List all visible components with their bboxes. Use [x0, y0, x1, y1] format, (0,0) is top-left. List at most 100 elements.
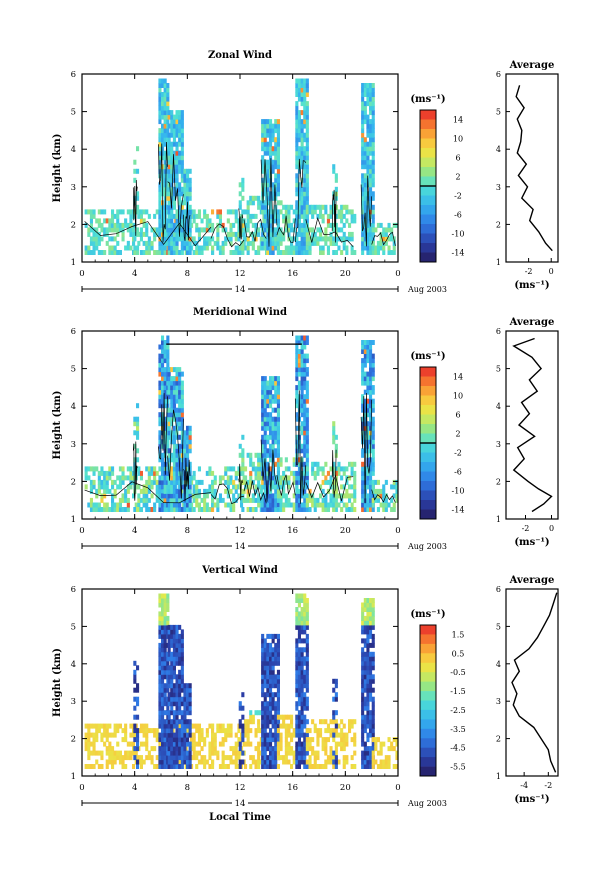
heatmap-cell — [158, 96, 162, 102]
heatmap-cell — [111, 732, 115, 738]
heatmap-cell — [305, 168, 309, 174]
heatmap-cell — [366, 755, 370, 761]
heatmap-cell — [279, 231, 283, 237]
heatmap-cell — [100, 723, 104, 729]
heatmap-cell — [180, 371, 184, 377]
heatmap-cell — [158, 204, 162, 210]
heatmap-cell — [271, 683, 275, 689]
heatmap-cell — [175, 732, 179, 738]
heatmap-cell — [321, 236, 325, 242]
heatmap-cell — [303, 434, 307, 440]
heatmap-cell — [263, 146, 267, 152]
heatmap-cell — [158, 615, 162, 621]
heatmap-cell — [363, 407, 367, 413]
heatmap-cell — [269, 488, 273, 494]
heatmap-cell — [369, 87, 373, 93]
heatmap-cell — [303, 110, 307, 116]
heatmap-cell — [208, 484, 212, 490]
heatmap-cell — [183, 683, 187, 689]
heatmap-cell — [303, 105, 307, 111]
heatmap-cell — [211, 245, 215, 251]
heatmap-cell — [361, 687, 365, 693]
heatmap-cell — [126, 227, 130, 233]
heatmap-cell — [178, 150, 182, 156]
heatmap-cell — [363, 719, 367, 725]
heatmap-cell — [121, 507, 125, 512]
heatmap-cell — [345, 759, 349, 765]
heatmap-cell — [300, 119, 304, 125]
heatmap-cell — [158, 439, 162, 445]
heatmap-cell — [241, 470, 245, 476]
colorbar-segment — [420, 176, 436, 187]
heatmap-cell — [324, 227, 328, 233]
heatmap-cell — [371, 452, 375, 458]
avg-x-label: (ms⁻¹) — [514, 280, 549, 291]
heatmap-cell — [324, 475, 328, 481]
heatmap-cell — [305, 137, 309, 143]
heatmap-cell — [84, 764, 88, 769]
heatmap-cell — [300, 245, 304, 251]
heatmap-cell — [319, 250, 323, 255]
heatmap-cell — [216, 502, 220, 508]
heatmap-cell — [113, 479, 117, 485]
heatmap-cell — [161, 624, 165, 630]
heatmap-cell — [229, 240, 233, 246]
heatmap-cell — [178, 764, 182, 769]
heatmap-cell — [178, 656, 182, 662]
colorbar-segment — [420, 500, 436, 510]
heatmap-cell — [213, 493, 217, 499]
heatmap-cell — [180, 159, 184, 165]
heatmap-cell — [350, 231, 354, 237]
heatmap-cell — [158, 660, 162, 666]
heatmap-cell — [308, 741, 312, 747]
heatmap-cell — [211, 759, 215, 765]
heatmap-cell — [254, 236, 258, 242]
heatmap-cell — [172, 461, 176, 467]
heatmap-cell — [163, 479, 167, 485]
heatmap-cell — [186, 182, 190, 188]
zero-contour — [371, 489, 396, 503]
heatmap-cell — [379, 502, 383, 508]
heatmap-cell — [172, 764, 176, 769]
heatmap-cell — [246, 240, 250, 246]
heatmap-cell — [366, 403, 370, 409]
heatmap-cell — [276, 470, 280, 476]
heatmap-cell — [395, 497, 399, 503]
heatmap-cell — [342, 245, 346, 251]
heatmap-cell — [158, 624, 162, 630]
heatmap-cell — [145, 497, 149, 503]
heatmap-cell — [305, 204, 309, 210]
heatmap-cell — [371, 114, 375, 120]
heatmap-cell — [175, 493, 179, 499]
heatmap-cell — [180, 493, 184, 499]
heatmap-cell — [369, 195, 373, 201]
y-tick-label: 5 — [71, 365, 76, 375]
heatmap-cell — [311, 466, 315, 472]
heatmap-cell — [163, 191, 167, 197]
heatmap-cell — [161, 137, 165, 143]
heatmap-cell — [261, 231, 265, 237]
heatmap-cell — [392, 484, 396, 490]
heatmap-cell — [178, 660, 182, 666]
heatmap-cell — [166, 101, 170, 107]
avg-y-tick-label: 5 — [496, 365, 501, 374]
heatmap-cell — [361, 719, 365, 725]
heatmap-cell — [145, 222, 149, 228]
heatmap-cell — [345, 209, 349, 215]
heatmap-cell — [180, 119, 184, 125]
heatmap-cell — [371, 723, 375, 729]
heatmap-cell — [371, 83, 375, 88]
heatmap-cell — [208, 218, 212, 224]
heatmap-cell — [305, 159, 309, 165]
heatmap-cell — [163, 611, 167, 617]
heatmap-cell — [167, 651, 171, 657]
heatmap-cell — [271, 719, 275, 725]
heatmap-cell — [297, 723, 301, 729]
heatmap-cell — [133, 728, 137, 734]
colorbar-segment — [420, 395, 436, 406]
heatmap-cell — [170, 407, 174, 413]
heatmap-cell — [261, 669, 265, 675]
heatmap-cell — [158, 674, 162, 680]
heatmap-cell — [366, 425, 370, 431]
heatmap-cell — [361, 620, 365, 626]
